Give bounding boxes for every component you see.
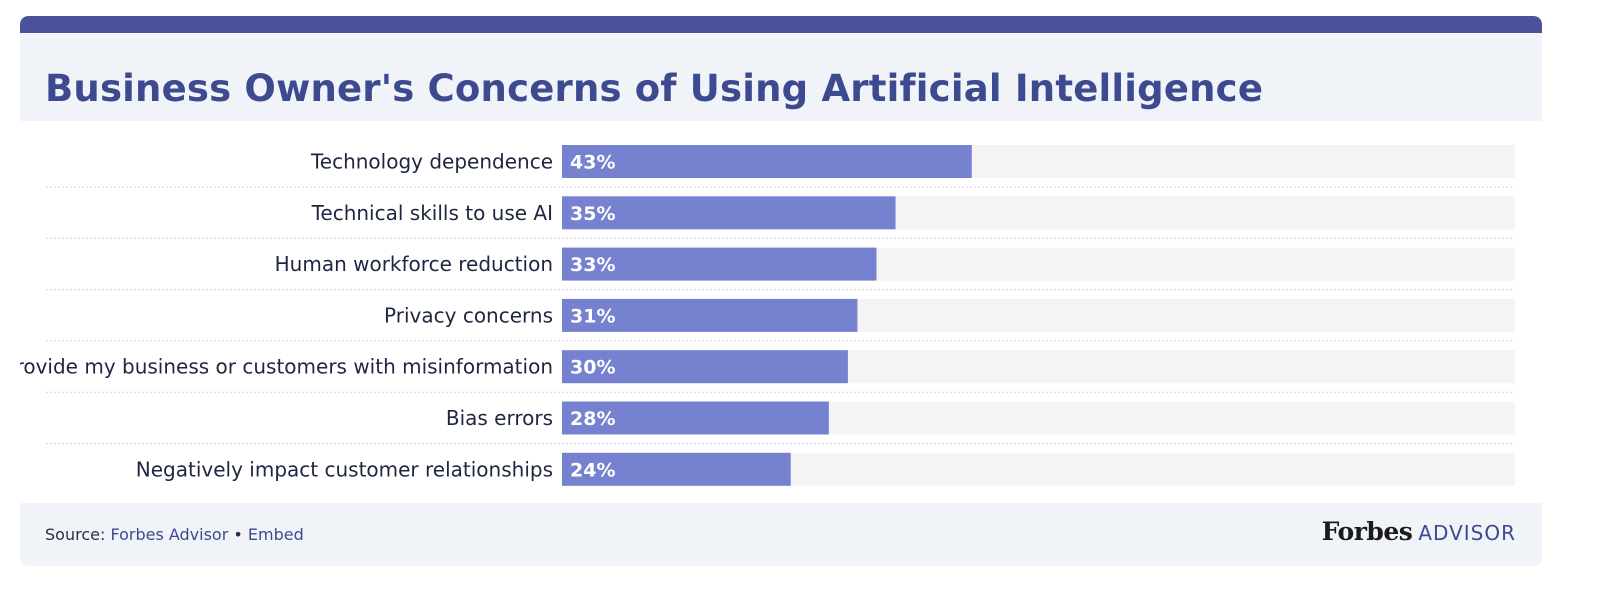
value-label: 28% (570, 408, 615, 430)
category-label: Provide my business or customers with mi… (20, 355, 553, 379)
category-label: Human workforce reduction (275, 252, 553, 276)
bar (562, 145, 972, 178)
value-label: 30% (570, 357, 615, 379)
embed-link[interactable]: Embed (247, 525, 304, 544)
source-line: Source: Forbes Advisor • Embed (45, 525, 304, 544)
category-label: Negatively impact customer relationships (136, 457, 553, 481)
accent-bar (20, 16, 1542, 33)
bar (562, 452, 791, 486)
source-prefix: Source: (45, 525, 106, 544)
chart-title: Business Owner's Concerns of Using Artif… (45, 67, 1264, 110)
source-link[interactable]: Forbes Advisor (110, 525, 229, 544)
value-label: 33% (570, 254, 615, 276)
bar (562, 298, 858, 332)
chart-card: Business Owner's Concerns of Using Artif… (20, 16, 1542, 566)
logo-forbes: Forbes (1321, 517, 1413, 546)
bar-chart-svg: Technology dependence 43% Technical skills… (20, 145, 1515, 486)
value-label: 31% (570, 305, 615, 327)
bar (562, 350, 848, 384)
bar (562, 247, 877, 281)
forbes-advisor-logo: Forbes ADVISOR (1322, 517, 1516, 546)
value-label: 43% (570, 152, 615, 174)
bar (562, 196, 896, 230)
chart-footer: Source: Forbes Advisor • Embed Forbes ADV… (20, 503, 1542, 566)
bar (562, 401, 829, 435)
category-label: Technology dependence (310, 150, 553, 174)
chart-header: Business Owner's Concerns of Using Artif… (20, 33, 1542, 121)
logo-advisor: ADVISOR (1418, 521, 1516, 545)
value-label: 35% (570, 203, 615, 225)
bar-chart: Technology dependence 43% Technical skills… (20, 121, 1542, 501)
category-label: Bias errors (446, 406, 553, 430)
category-label: Privacy concerns (384, 303, 553, 327)
value-label: 24% (570, 459, 615, 481)
separator: • (233, 525, 243, 544)
category-label: Technical skills to use AI (311, 201, 553, 225)
